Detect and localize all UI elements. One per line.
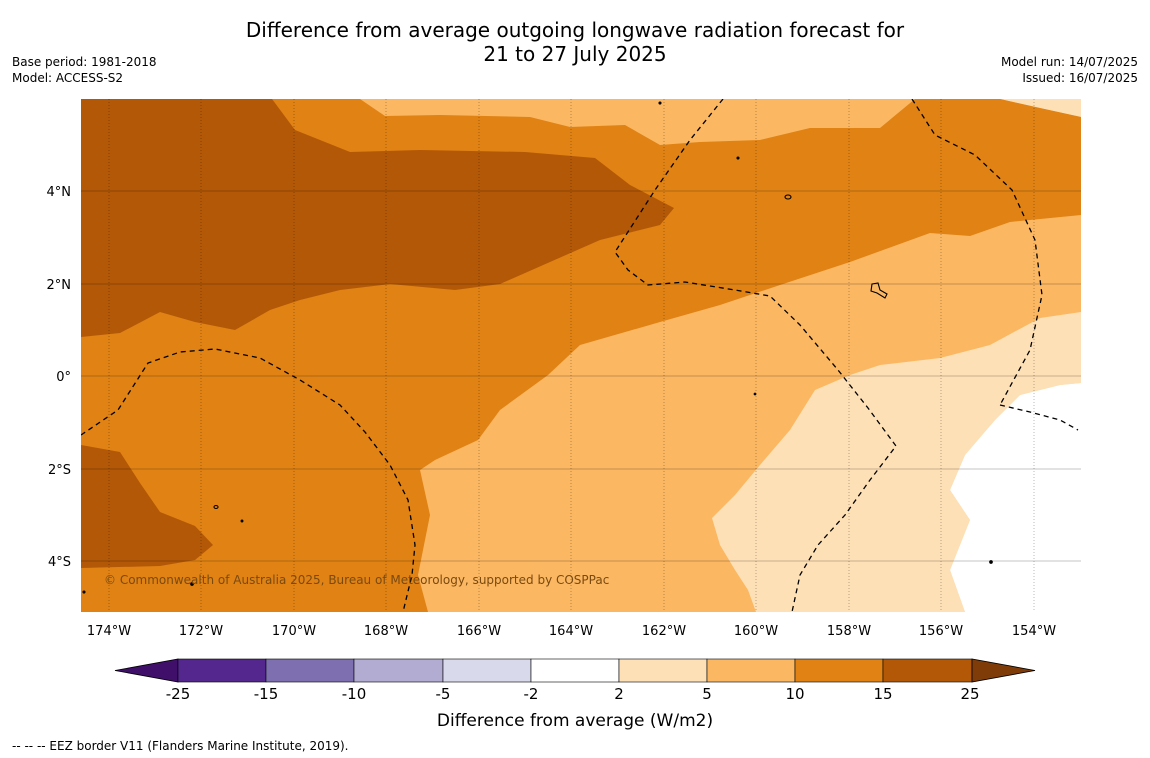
island-1 xyxy=(784,194,792,200)
eez-border-southeast xyxy=(999,404,1079,431)
eez-border-east xyxy=(614,99,897,612)
island-6 xyxy=(658,101,662,105)
colorbar-title: Difference from average (W/m2) xyxy=(437,711,713,731)
title-line-2: 21 to 27 July 2025 xyxy=(483,42,667,66)
colorbar-tick: 10 xyxy=(785,685,804,703)
x-axis: 174°W 172°W 170°W 168°W 166°W 164°W 162°… xyxy=(87,624,1056,639)
issued-date: Issued: 16/07/2025 xyxy=(1022,71,1138,85)
x-tick-label: 164°W xyxy=(549,624,593,639)
island-2 xyxy=(870,282,888,299)
x-tick-label: 160°W xyxy=(734,624,778,639)
model-run: Model run: 14/07/2025 xyxy=(1000,55,1138,69)
colorbar-segment xyxy=(353,658,444,683)
colorbar-tick: -25 xyxy=(166,685,191,703)
colorbar-segment xyxy=(177,658,267,683)
x-tick-label: 168°W xyxy=(364,624,408,639)
colorbar-tick: -15 xyxy=(254,685,279,703)
island-4 xyxy=(190,582,194,586)
colorbar-tick: 2 xyxy=(614,685,624,703)
anomaly-band-2-5 xyxy=(712,312,1081,612)
island-9 xyxy=(82,590,86,594)
y-tick-label: 4°N xyxy=(47,185,72,200)
colorbar-extend-low xyxy=(114,658,179,683)
meta-left: Base period: 1981-2018 Model: ACCESS-S2 xyxy=(12,54,157,86)
x-tick-label: 156°W xyxy=(919,624,963,639)
colorbar-segment xyxy=(442,658,532,683)
colorbar-tick: -5 xyxy=(436,685,451,703)
y-axis: 4°N 2°N 0° 2°S 4°S xyxy=(47,185,72,570)
x-tick-label: 158°W xyxy=(827,624,871,639)
eez-border-west xyxy=(81,348,416,612)
colorbar-segment xyxy=(794,658,884,683)
anomaly-band-neutral xyxy=(950,383,1081,612)
y-tick-label: 2°N xyxy=(47,278,72,293)
colorbar-tick: 5 xyxy=(702,685,712,703)
x-tick-label: 174°W xyxy=(87,624,131,639)
island-7 xyxy=(989,560,993,564)
x-tick-label: 162°W xyxy=(642,624,686,639)
x-tick-label: 170°W xyxy=(272,624,316,639)
colorbar-extend-high xyxy=(971,658,1036,683)
map-plot xyxy=(81,99,1081,612)
island-10 xyxy=(753,392,757,396)
eez-borders xyxy=(81,99,1079,612)
y-tick-label: 2°S xyxy=(48,463,71,478)
anomaly-band-2-5-ne xyxy=(1000,99,1081,117)
base-period: Base period: 1981-2018 xyxy=(12,55,157,69)
colorbar-segment xyxy=(530,658,620,683)
footer-note: -- -- -- EEZ border V11 (Flanders Marine… xyxy=(12,739,349,753)
x-tick-label: 154°W xyxy=(1012,624,1056,639)
colorbar-tick: -2 xyxy=(524,685,539,703)
chart-title: Difference from average outgoing longwav… xyxy=(0,18,1150,66)
anomaly-band-15-25-south xyxy=(81,445,213,568)
x-tick-label: 166°W xyxy=(457,624,501,639)
colorbar-segment xyxy=(882,658,973,683)
colorbar-tick: 15 xyxy=(873,685,892,703)
colorbar-segment xyxy=(265,658,355,683)
colorbar: -25 -15 -10 -5 -2 2 5 10 15 25 Differenc… xyxy=(114,658,1036,731)
colorbar-tick: -10 xyxy=(342,685,367,703)
island-5 xyxy=(736,156,740,160)
island-8 xyxy=(240,519,244,523)
anomaly-band-15-25-north xyxy=(81,99,674,337)
islands xyxy=(82,101,993,594)
y-tick-label: 0° xyxy=(56,370,71,385)
y-tick-label: 4°S xyxy=(48,555,71,570)
latitude-lines xyxy=(81,190,1081,562)
title-line-1: Difference from average outgoing longwav… xyxy=(245,18,905,42)
colorbar-segment xyxy=(618,658,708,683)
island-3 xyxy=(213,504,219,510)
colorbar-tick: 25 xyxy=(960,685,979,703)
meta-right: Model run: 14/07/2025 Issued: 16/07/2025 xyxy=(1001,54,1138,86)
eez-border-northeast xyxy=(911,99,1043,406)
credit-text: © Commonwealth of Australia 2025, Bureau… xyxy=(104,573,609,587)
x-tick-label: 172°W xyxy=(179,624,223,639)
colorbar-segment xyxy=(706,658,796,683)
model-name: Model: ACCESS-S2 xyxy=(12,71,124,85)
